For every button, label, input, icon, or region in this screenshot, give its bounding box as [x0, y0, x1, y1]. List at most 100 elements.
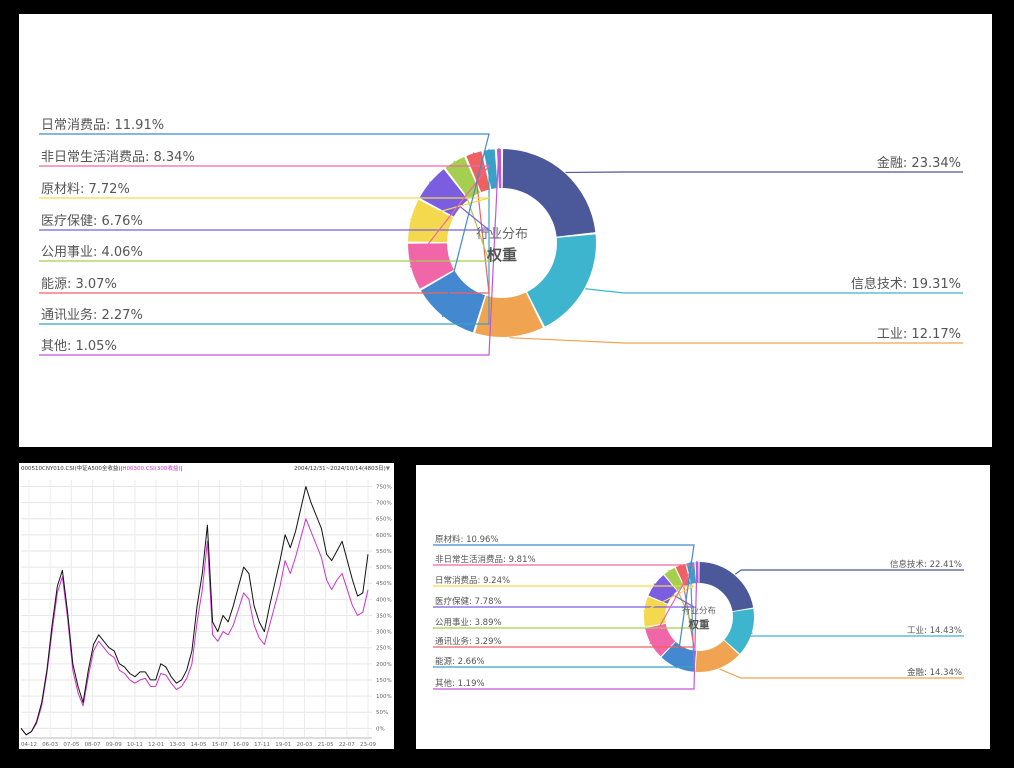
x-tick-label: 04-12 — [21, 742, 37, 748]
slice-label-1: 信息技术: 19.31% — [851, 276, 961, 292]
slice-label-3: 原材料: 10.96% — [435, 534, 498, 545]
donut-slice-8[interactable] — [675, 563, 691, 587]
y-tick-label: 450% — [376, 581, 392, 587]
x-tick-label: 22-07 — [339, 742, 355, 748]
donut-slice-5[interactable] — [408, 199, 454, 243]
label-leader-6 — [433, 583, 697, 608]
slice-label-4: 非日常生活消费品: 8.34% — [41, 150, 195, 165]
label-leader-4 — [39, 165, 491, 268]
x-tick-label: 10-11 — [127, 742, 143, 748]
slice-label-9: 通讯业务: 2.27% — [41, 307, 143, 323]
donut-slice-0[interactable] — [699, 562, 754, 612]
donut-slice-5[interactable] — [644, 596, 668, 627]
line-chart: 0% 50% 100% 150% 200% 250% 300% 350% 400% 450% 500… — [20, 480, 392, 748]
series-title-a500[interactable]: 000510CNY010.CSI(中证A500全收益) — [21, 466, 121, 472]
slice-label-6: 医疗保健: 6.76% — [41, 214, 143, 229]
chart-header: 000510CNY010.CSI(中证A500全收益)|H00300.CSI(3… — [19, 463, 394, 475]
y-tick-label: 500% — [376, 565, 392, 571]
line-chart-panel: 000510CNY010.CSI(中证A500全收益)|H00300.CSI(3… — [19, 463, 394, 749]
label-leader-8 — [433, 564, 695, 648]
donut-slice-9[interactable] — [686, 562, 697, 584]
y-tick-label: 550% — [376, 549, 392, 555]
label-leader-7 — [433, 569, 695, 629]
label-leader-9 — [433, 561, 695, 668]
y-tick-label: 100% — [376, 694, 392, 700]
x-tick-label: 07-05 — [63, 742, 79, 748]
y-tick-label: 250% — [376, 646, 392, 652]
label-leader-3 — [39, 133, 490, 318]
label-leader-7 — [39, 160, 490, 262]
slice-label-10: 其他: 1.05% — [41, 339, 117, 354]
date-range-selector[interactable]: 2004/12/31~2024/10/14(4803日)▼ — [294, 463, 390, 475]
donut-slice-2[interactable] — [695, 640, 740, 672]
series-title-300[interactable]: H00300.CSI(300收益) — [122, 466, 181, 472]
label-leader-4 — [433, 564, 696, 645]
label-leader-2 — [509, 337, 963, 344]
title-tail: | — [180, 466, 183, 472]
x-tick-label: 12-01 — [148, 742, 164, 748]
slice-label-8: 通讯业务: 3.29% — [435, 636, 502, 647]
slice-label-3: 日常消费品: 11.91% — [41, 118, 164, 133]
label-leader-0 — [734, 569, 964, 575]
x-tick-label: 21-05 — [318, 742, 334, 748]
y-tick-label: 300% — [376, 630, 392, 636]
x-tick-label: 20-03 — [296, 742, 312, 748]
slice-label-1: 工业: 14.43% — [907, 625, 962, 636]
y-tick-label: 0% — [376, 726, 385, 732]
slice-label-2: 工业: 12.17% — [877, 327, 961, 342]
donut-slice-8[interactable] — [466, 151, 490, 193]
slice-label-4: 非日常生活消费品: 9.81% — [435, 554, 536, 565]
y-tick-label: 600% — [376, 533, 392, 539]
donut-slice-7[interactable] — [664, 567, 684, 591]
y-tick-label: 200% — [376, 662, 392, 668]
label-leader-10 — [39, 148, 500, 356]
donut-slice-4[interactable] — [645, 623, 676, 657]
donut-slice-3[interactable] — [661, 641, 697, 672]
y-tick-label: 150% — [376, 678, 392, 684]
y-tick-label: 700% — [376, 501, 392, 507]
x-tick-label: 17-11 — [254, 742, 270, 748]
slice-label-0: 信息技术: 22.41% — [890, 559, 962, 570]
slice-label-7: 公用事业: 3.89% — [435, 617, 502, 628]
donut-panel-top: 金融: 23.34% 信息技术: 19.31% 工业: 12.17% 其他: 1.05… — [19, 14, 992, 447]
series-line-1[interactable] — [20, 518, 369, 736]
y-tick-label: 50% — [376, 710, 388, 716]
label-leader-3 — [433, 544, 695, 669]
title-separator: | — [120, 466, 123, 472]
donut-center-subtitle: 权重 — [486, 246, 517, 264]
donut-chart-bottom: 信息技术: 22.41% 工业: 14.43% 金融: 14.34% 其他: 1.19… — [433, 534, 964, 690]
x-tick-label: 16-09 — [233, 742, 249, 748]
chevron-down-icon[interactable]: ▼ — [385, 466, 390, 472]
donut-slice-9[interactable] — [483, 149, 498, 190]
slice-label-8: 能源: 3.07% — [41, 277, 117, 292]
slice-label-10: 其他: 1.19% — [435, 678, 485, 689]
donut-center-title: 行业分布 — [476, 227, 528, 242]
x-tick-label: 06-03 — [42, 742, 58, 748]
slice-label-9: 能源: 2.66% — [435, 656, 485, 667]
donut-center-subtitle: 权重 — [688, 618, 710, 631]
label-leader-8 — [39, 152, 490, 294]
donut-slice-1[interactable] — [527, 234, 596, 327]
label-leader-9 — [39, 148, 490, 325]
series-line-0[interactable] — [20, 486, 369, 736]
label-leader-10 — [433, 561, 698, 690]
slice-label-0: 金融: 23.34% — [877, 155, 961, 171]
label-leader-1 — [585, 288, 963, 294]
label-leader-5 — [433, 585, 695, 613]
y-tick-label: 400% — [376, 597, 392, 603]
x-tick-label: 15-07 — [212, 742, 228, 748]
donut-slice-3[interactable] — [420, 270, 485, 333]
x-tick-label: 19-01 — [275, 742, 291, 748]
label-leader-1 — [740, 632, 964, 637]
y-tick-label: 350% — [376, 613, 392, 619]
x-tick-label: 09-09 — [106, 742, 122, 748]
slice-label-2: 金融: 14.34% — [907, 667, 962, 678]
label-leader-5 — [39, 197, 490, 221]
y-tick-label: 750% — [376, 484, 392, 490]
x-tick-label: 14-05 — [191, 742, 207, 748]
donut-center-title: 行业分布 — [682, 606, 716, 617]
donut-panel-bottom: 信息技术: 22.41% 工业: 14.43% 金融: 14.34% 其他: 1.19… — [416, 465, 990, 749]
donut-slice-1[interactable] — [724, 608, 754, 654]
x-tick-label: 23-09 — [360, 742, 376, 748]
donut-slice-0[interactable] — [502, 149, 596, 237]
